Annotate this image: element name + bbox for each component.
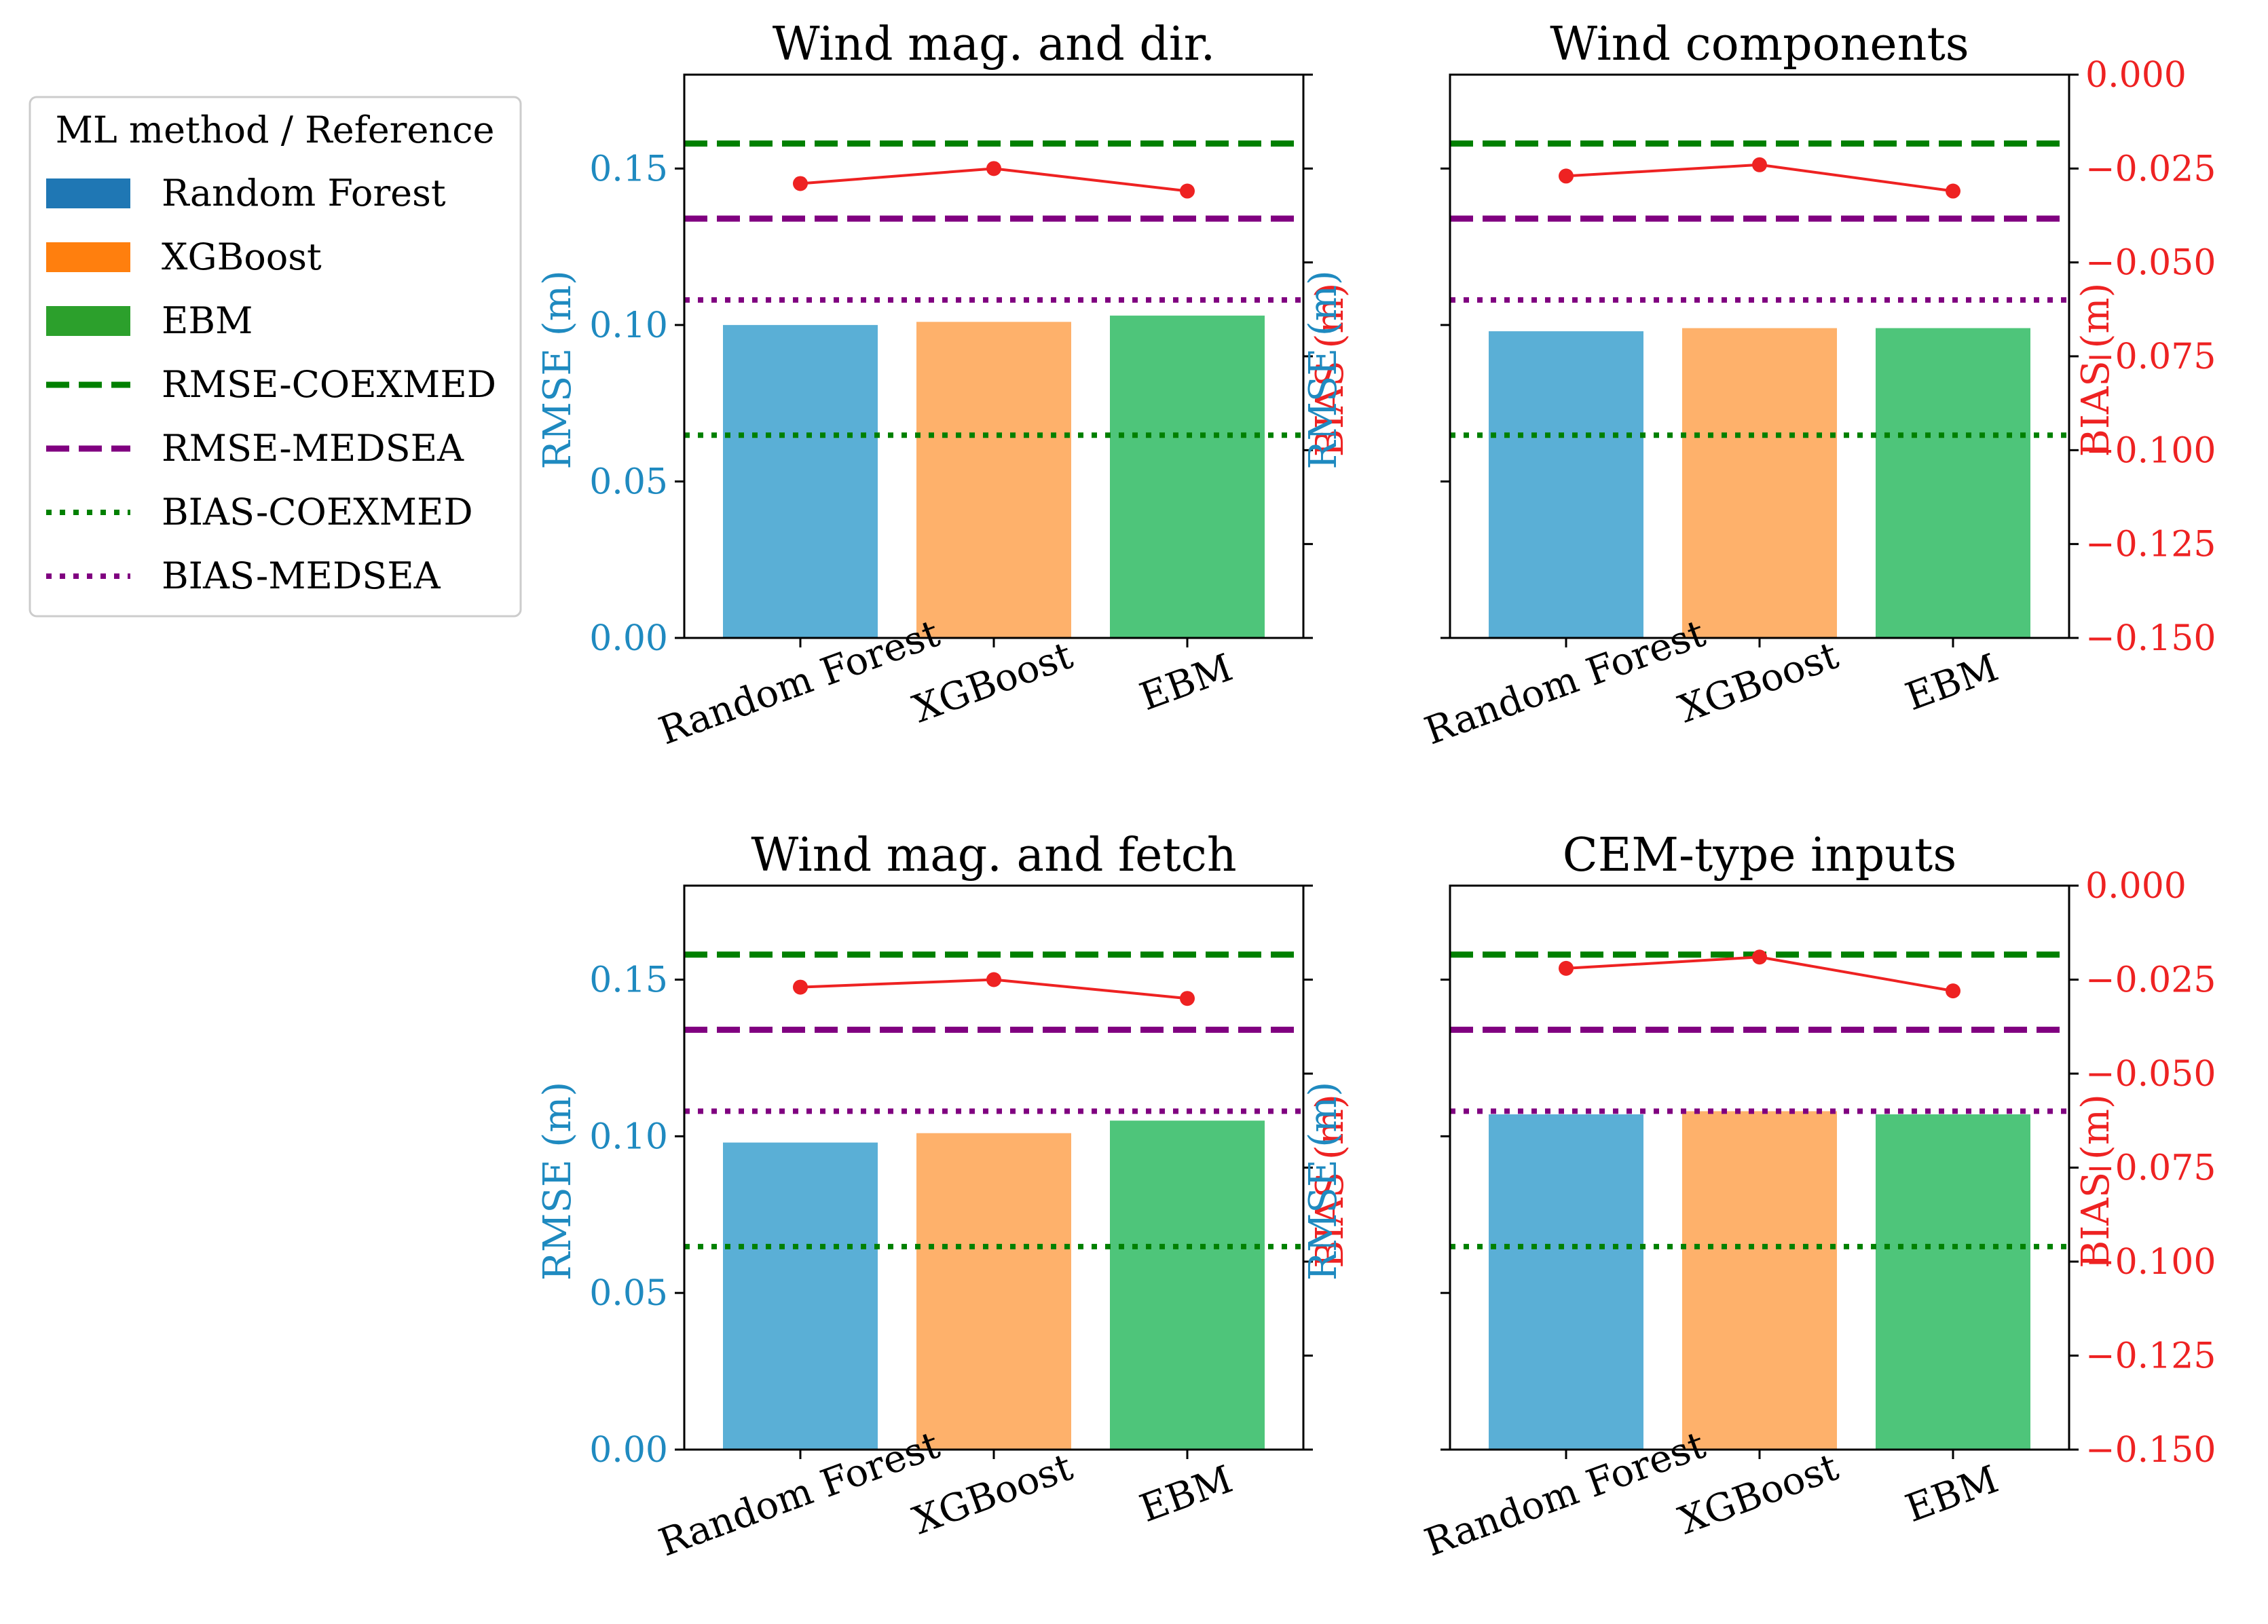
legend-label-5: BIAS-COEXMED (162, 491, 473, 533)
rmse-bar (1110, 316, 1265, 638)
right-tick-label: −0.050 (2085, 1054, 2216, 1095)
right-tick-label: −0.150 (2085, 1430, 2216, 1471)
rmse-bar (723, 324, 878, 638)
panel-2: 0.000 −0.025 −0.050 −0.075 −0.100 −0.125 −0.15… (1301, 18, 2216, 754)
rmse-bar (1682, 1111, 1837, 1450)
bias-point (1946, 183, 1960, 199)
right-tick-label: 0.000 (2085, 55, 2187, 96)
bias-point (1946, 983, 1960, 999)
bias-point (793, 979, 808, 995)
rmse-bar (723, 1142, 878, 1450)
rmse-bar (1489, 331, 1643, 638)
right-tick-label: −0.100 (2085, 430, 2216, 471)
left-tick-label: 0.00 (589, 618, 668, 659)
rmse-bar (1876, 1114, 2030, 1450)
y-axis-label: RMSE (m) (1301, 1082, 1345, 1281)
legend: ML method / Reference Random Forest XGBoo… (29, 96, 522, 618)
x-tick-label: EBM (1900, 1457, 2004, 1531)
bias-point (986, 161, 1001, 176)
legend-patch-2 (46, 306, 130, 336)
y2-axis-label: BIAS (m) (2074, 1094, 2118, 1268)
y-axis-label: RMSE (m) (536, 1082, 580, 1281)
right-tick-label: −0.075 (2085, 337, 2216, 377)
left-tick-label: 0.05 (589, 1273, 668, 1314)
rmse-bar (1489, 1114, 1643, 1450)
bias-point (793, 176, 808, 191)
bias-point (1180, 183, 1195, 199)
y2-axis-label: BIAS (m) (2074, 283, 2118, 457)
bias-point (1559, 960, 1574, 976)
left-tick-label: 0.10 (589, 305, 668, 346)
legend-label-1: XGBoost (162, 235, 322, 278)
right-tick-label: −0.150 (2085, 618, 2216, 659)
legend-patch-0 (46, 178, 130, 208)
panel-title: Wind mag. and fetch (751, 829, 1236, 882)
y2-axis-label: BIAS (m) (1308, 1094, 1352, 1268)
bias-point (1752, 949, 1767, 965)
right-tick-label: −0.025 (2085, 960, 2216, 1001)
right-tick-label: −0.125 (2085, 525, 2216, 565)
left-tick-label: 0.05 (589, 461, 668, 502)
rmse-bar (1876, 328, 2030, 638)
y2-axis-label: BIAS (m) (1308, 283, 1352, 457)
rmse-bar (1682, 328, 1837, 638)
y-axis-label: RMSE (m) (536, 270, 580, 469)
legend-label-2: EBM (162, 299, 253, 342)
bias-point (1180, 991, 1195, 1006)
left-tick-label: 0.15 (589, 149, 668, 189)
right-tick-label: −0.050 (2085, 243, 2216, 284)
bias-point (1559, 168, 1574, 184)
rmse-bar (916, 1133, 1071, 1450)
x-tick-label: EBM (1134, 1457, 1238, 1531)
panel-4: 0.000 −0.025 −0.050 −0.075 −0.100 −0.125 −0.15… (1301, 829, 2216, 1566)
right-tick-label: −0.125 (2085, 1336, 2216, 1377)
x-tick-label: EBM (1900, 645, 2004, 719)
legend-label-3: RMSE-COEXMED (162, 363, 496, 406)
legend-frame (29, 96, 522, 618)
left-tick-label: 0.10 (589, 1116, 668, 1157)
x-tick-label: EBM (1134, 645, 1238, 719)
panel-title: Wind components (1550, 18, 1969, 71)
left-tick-label: 0.15 (589, 960, 668, 1001)
legend-label-4: RMSE-MEDSEA (162, 427, 464, 470)
bias-point (986, 972, 1001, 987)
rmse-bar (916, 322, 1071, 638)
legend-label-0: Random Forest (162, 172, 446, 214)
legend-title: ML method / Reference (56, 109, 495, 151)
y-axis-label: RMSE (m) (1301, 270, 1345, 469)
right-tick-label: −0.075 (2085, 1148, 2216, 1189)
right-tick-label: −0.100 (2085, 1242, 2216, 1283)
right-tick-label: −0.025 (2085, 149, 2216, 189)
bias-point (1752, 157, 1767, 172)
left-tick-label: 0.00 (589, 1430, 668, 1471)
right-tick-label: 0.000 (2085, 866, 2187, 907)
panel-title: CEM-type inputs (1563, 829, 1957, 882)
panel-title: Wind mag. and dir. (773, 18, 1216, 71)
legend-label-6: BIAS-MEDSEA (162, 554, 441, 597)
rmse-bar (1110, 1120, 1265, 1450)
legend-patch-1 (46, 242, 130, 272)
